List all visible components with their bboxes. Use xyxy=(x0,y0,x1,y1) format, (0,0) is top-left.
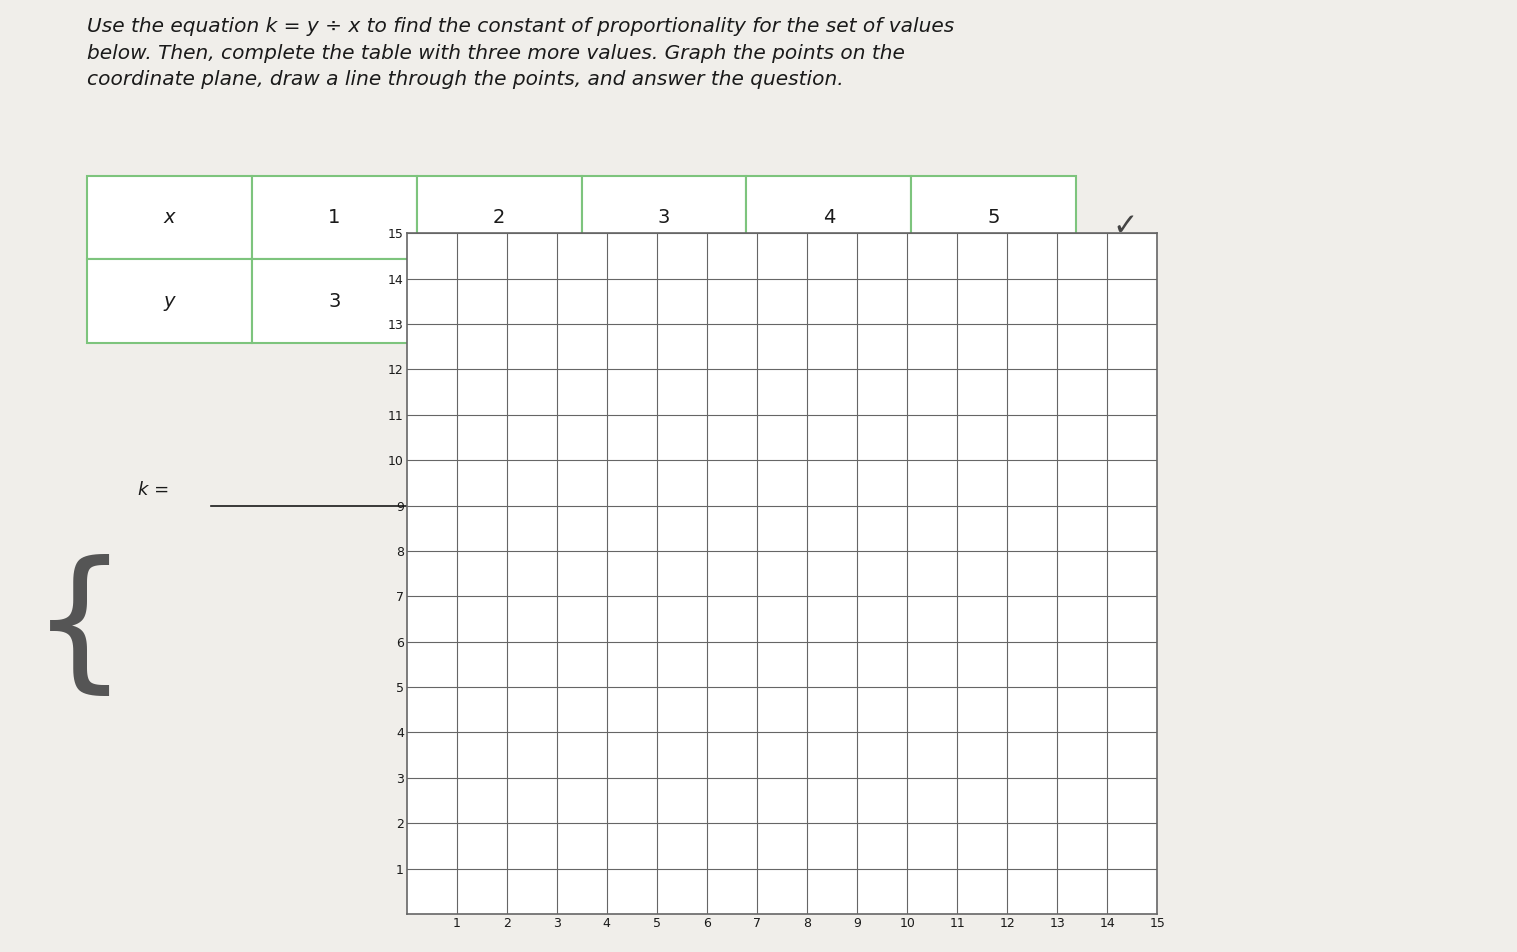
Text: 2: 2 xyxy=(493,208,505,228)
Text: 12: 12 xyxy=(816,291,842,310)
Text: 3: 3 xyxy=(328,291,340,310)
Text: y: y xyxy=(164,291,174,310)
Text: k =: k = xyxy=(138,482,174,499)
Bar xyxy=(252,176,417,259)
Text: 9: 9 xyxy=(658,291,671,310)
Text: ✓: ✓ xyxy=(1113,211,1138,241)
Text: x: x xyxy=(164,208,174,228)
Text: 6: 6 xyxy=(493,291,505,310)
Bar xyxy=(912,259,1076,343)
Bar xyxy=(912,176,1076,259)
Text: 15: 15 xyxy=(981,291,1006,310)
Text: {: { xyxy=(30,554,127,703)
Bar xyxy=(86,176,252,259)
Text: 1: 1 xyxy=(328,208,340,228)
Bar xyxy=(581,176,746,259)
Text: 3: 3 xyxy=(658,208,671,228)
Text: 4: 4 xyxy=(822,208,834,228)
Bar xyxy=(746,259,912,343)
Bar xyxy=(417,176,581,259)
Bar xyxy=(86,259,252,343)
Bar xyxy=(581,259,746,343)
Bar xyxy=(746,176,912,259)
Text: 5: 5 xyxy=(988,208,1000,228)
Bar xyxy=(417,259,581,343)
Bar xyxy=(252,259,417,343)
Text: Use the equation k = y ÷ x to find the constant of proportionality for the set o: Use the equation k = y ÷ x to find the c… xyxy=(86,17,954,89)
